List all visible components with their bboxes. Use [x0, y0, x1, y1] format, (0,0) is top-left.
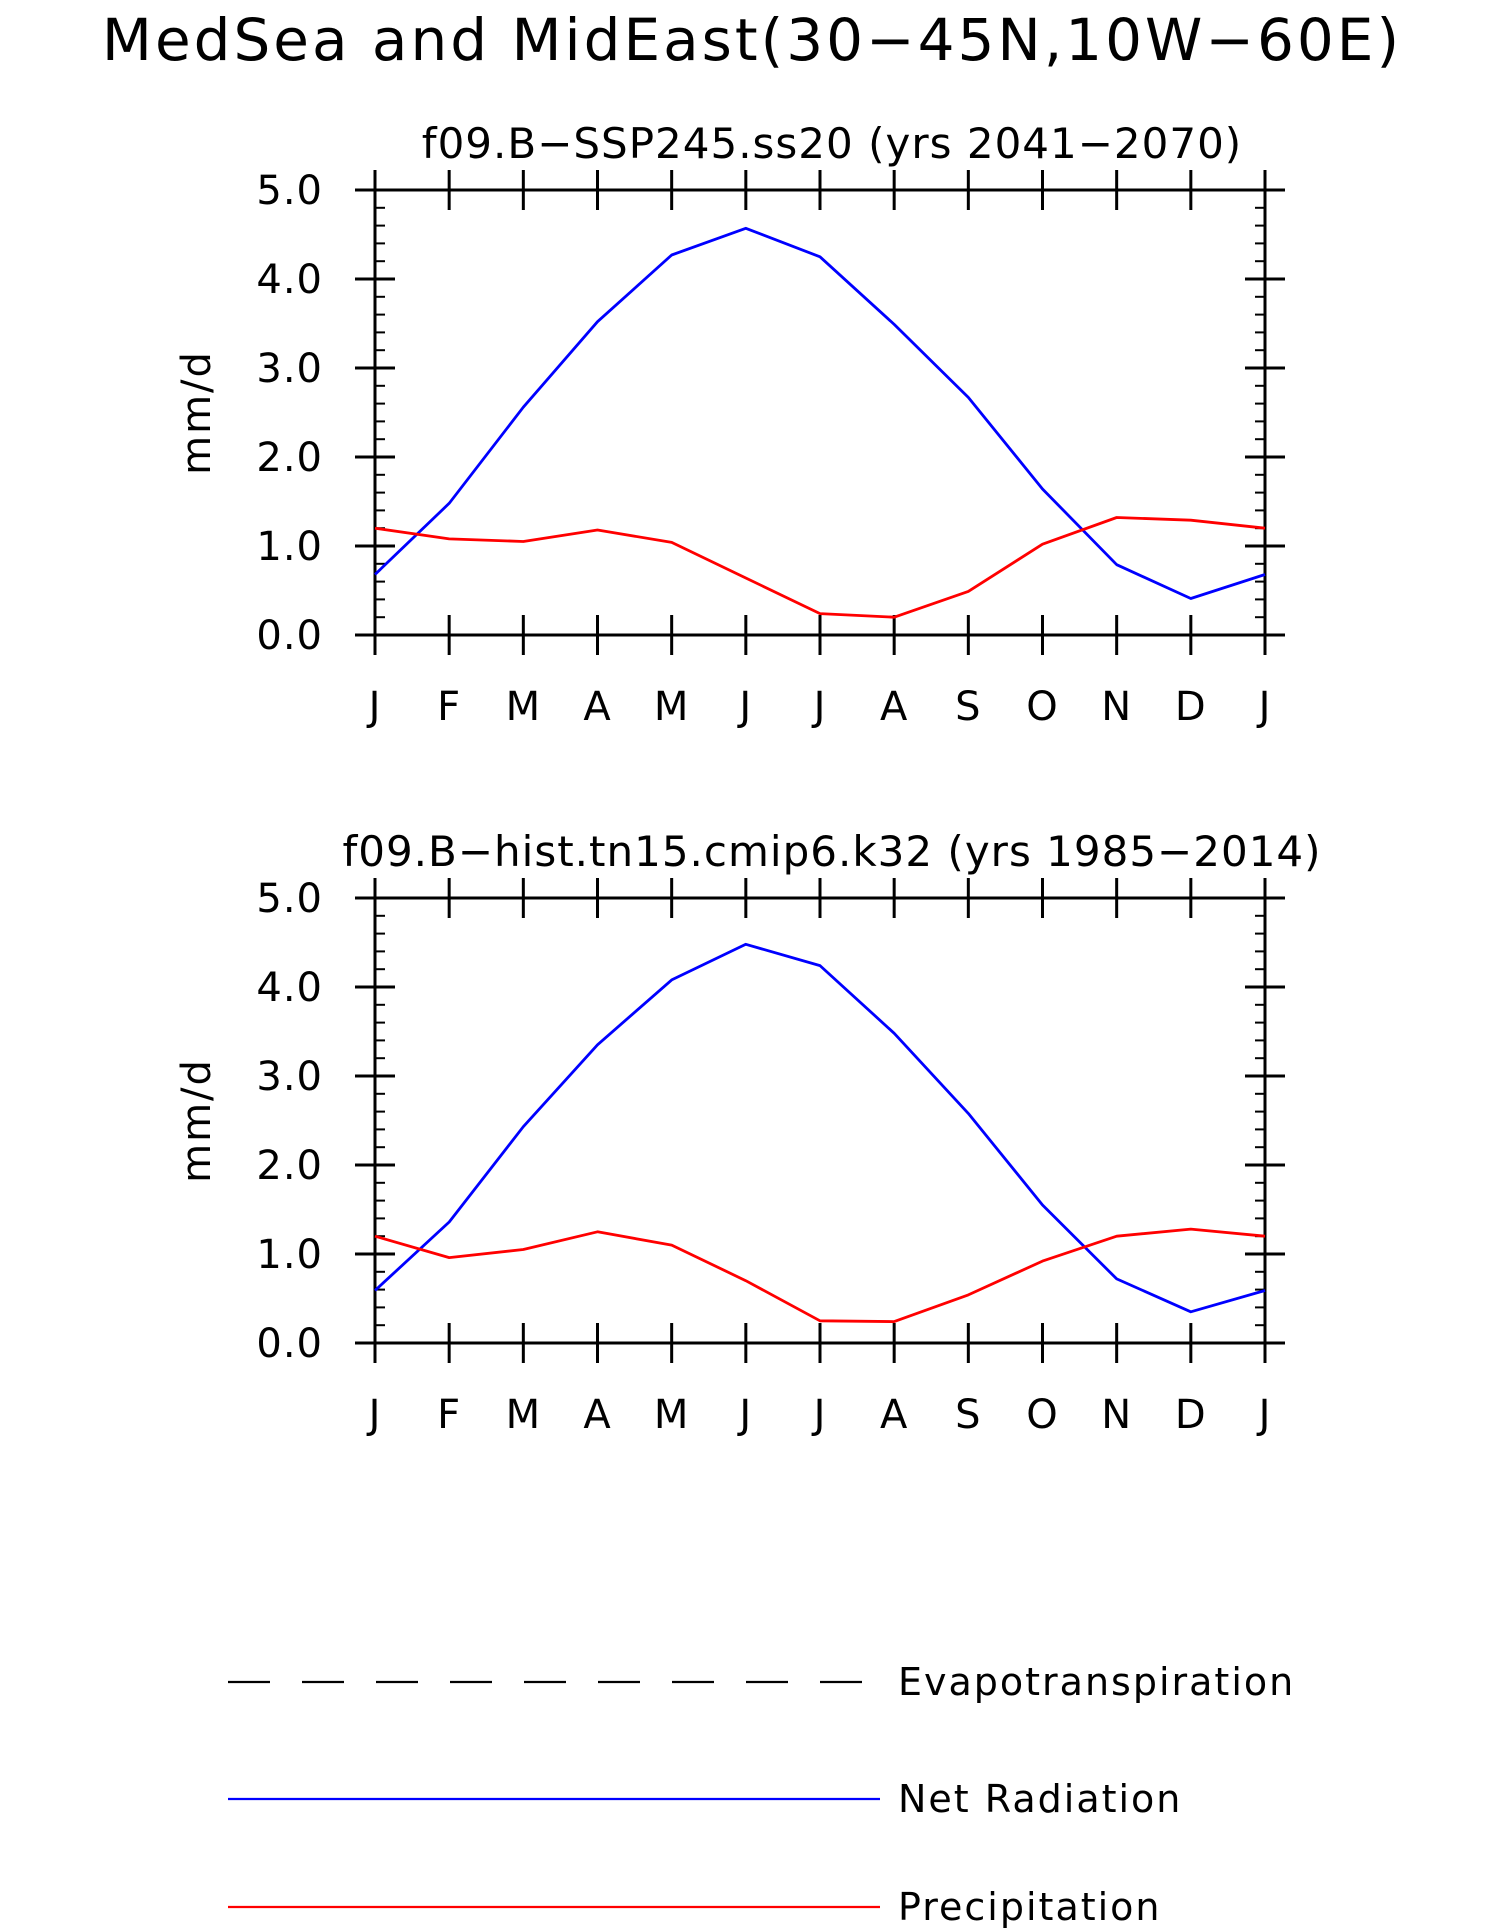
- x-tick-label: J: [736, 1392, 752, 1438]
- y-tick-label: 2.0: [256, 435, 323, 481]
- y-tick-label: 1.0: [256, 1232, 323, 1278]
- chart-title: f09.B−hist.tn15.cmip6.k32 (yrs 1985−2014…: [342, 827, 1321, 876]
- legend-label: Net Radiation: [898, 1777, 1182, 1821]
- y-tick-label: 1.0: [256, 524, 323, 570]
- y-tick-label: 5.0: [256, 876, 323, 922]
- x-tick-label: J: [811, 684, 827, 730]
- x-tick-label: M: [506, 1392, 542, 1438]
- y-tick-label: 3.0: [256, 346, 323, 392]
- figure-title: MedSea and MidEast(30−45N,10W−60E): [102, 6, 1402, 74]
- y-axis-label: mm/d: [174, 1058, 220, 1183]
- x-tick-label: D: [1175, 684, 1207, 730]
- x-tick-label: N: [1101, 1392, 1132, 1438]
- legend: Evapotranspiration Net Radiation Precipita…: [228, 1660, 1295, 1929]
- y-tick-label: 4.0: [256, 257, 323, 303]
- x-tick-label: J: [366, 684, 382, 730]
- x-tick-label: D: [1175, 1392, 1207, 1438]
- legend-item-precipitation: Precipitation: [228, 1885, 1162, 1929]
- x-tick-label: M: [506, 684, 542, 730]
- x-tick-label: M: [654, 1392, 690, 1438]
- x-tick-label: J: [1256, 1392, 1272, 1438]
- x-tick-label: N: [1101, 684, 1132, 730]
- series-line-precipitation: [374, 516, 1266, 619]
- x-tick-label: J: [736, 684, 752, 730]
- y-tick-label: 0.0: [256, 1321, 323, 1367]
- x-tick-label: O: [1026, 684, 1058, 730]
- y-tick-label: 3.0: [256, 1054, 323, 1100]
- x-tick-label: O: [1026, 1392, 1058, 1438]
- x-tick-label: J: [366, 1392, 382, 1438]
- x-tick-label: F: [437, 1392, 461, 1438]
- x-tick-label: S: [955, 1392, 981, 1438]
- legend-label: Evapotranspiration: [898, 1660, 1295, 1704]
- y-tick-label: 4.0: [256, 965, 323, 1011]
- chart-title: f09.B−SSP245.ss20 (yrs 2041−2070): [422, 119, 1242, 168]
- x-tick-label: S: [955, 684, 981, 730]
- series-line-net-radiation: [374, 942, 1266, 1314]
- legend-label: Precipitation: [898, 1885, 1162, 1929]
- x-tick-label: A: [583, 684, 611, 730]
- y-axis-label: mm/d: [174, 350, 220, 475]
- x-tick-label: J: [811, 1392, 827, 1438]
- legend-item-evapotranspiration: Evapotranspiration: [228, 1660, 1295, 1704]
- y-tick-label: 2.0: [256, 1143, 323, 1189]
- series-line-precipitation: [374, 1227, 1266, 1323]
- chart-panel-2: f09.B−hist.tn15.cmip6.k32 (yrs 1985−2014…: [174, 827, 1321, 1438]
- y-tick-label: 0.0: [256, 613, 323, 659]
- series-line-net-radiation: [374, 226, 1266, 600]
- chart-panel-1: f09.B−SSP245.ss20 (yrs 2041−2070) mm/d 0.0…: [174, 119, 1285, 730]
- x-tick-label: A: [880, 684, 908, 730]
- x-tick-label: F: [437, 684, 461, 730]
- x-tick-label: M: [654, 684, 690, 730]
- x-tick-label: J: [1256, 684, 1272, 730]
- x-tick-label: A: [583, 1392, 611, 1438]
- chart-panels: f09.B−SSP245.ss20 (yrs 2041−2070) mm/d 0.0…: [174, 119, 1321, 1438]
- x-tick-label: A: [880, 1392, 908, 1438]
- legend-item-net-radiation: Net Radiation: [228, 1777, 1182, 1821]
- y-tick-label: 5.0: [256, 168, 323, 214]
